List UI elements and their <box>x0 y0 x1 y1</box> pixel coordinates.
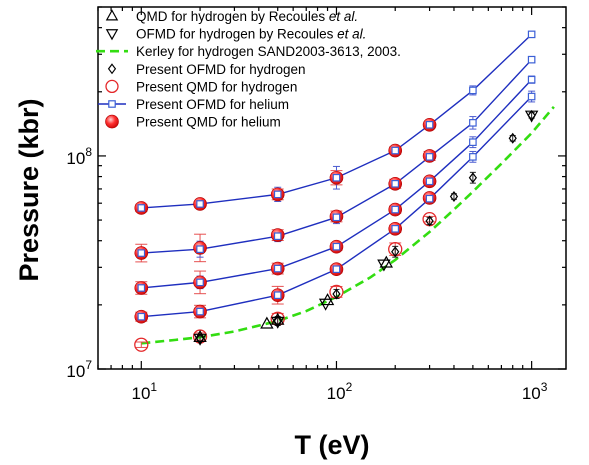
ofmd-helium-point <box>196 278 204 287</box>
ofmd-helium-line <box>141 79 533 289</box>
legend-item-ofmd_h_recoules: OFMD for hydrogen by Recoules et al. <box>105 27 366 42</box>
ofmd-helium-line <box>141 59 533 254</box>
ofmd-hydrogen-recoules-point <box>377 259 391 272</box>
ofmd-helium-point <box>273 190 282 199</box>
ofmd-helium-point <box>137 284 146 292</box>
ofmd-helium-point <box>425 177 434 186</box>
ofmd-helium-point <box>527 92 536 101</box>
helium-isochore-2 <box>134 75 536 295</box>
ofmd-helium-point <box>527 55 536 64</box>
x-tick-label: 101 <box>131 380 157 403</box>
qmd-hydrogen-recoules-point <box>193 329 207 343</box>
ofmd-helium-point <box>332 213 341 222</box>
x-tick-label: 102 <box>327 380 353 403</box>
ofmd-helium-point <box>196 245 204 253</box>
ofmd-helium-point <box>196 307 204 316</box>
ofmd-helium-point <box>425 153 434 161</box>
legend-label: Present QMD for helium <box>136 115 281 130</box>
ofmd-helium-point <box>527 30 536 39</box>
qmd-hydrogen-point <box>134 337 149 352</box>
hydrogen-series <box>134 109 539 352</box>
ofmd-hydrogen-point <box>527 109 536 121</box>
legend-item-qmd_h_recoules: QMD for hydrogen by Recoules et al. <box>105 9 358 24</box>
ofmd-hydrogen-point <box>273 315 282 327</box>
ofmd-hydrogen-point <box>508 132 517 144</box>
helium-isochore-3 <box>134 55 536 263</box>
ofmd-helium-point <box>391 179 400 188</box>
legend-label: QMD for hydrogen by Recoules et al. <box>136 9 358 24</box>
ofmd-helium-point <box>469 153 477 161</box>
legend-item-kerley: Kerley for hydrogen SAND2003-3613, 2003. <box>96 44 401 59</box>
ofmd-hydrogen-recoules-point <box>318 298 333 311</box>
ofmd-helium-point <box>425 194 434 203</box>
axes: 101 102 103 107 108 <box>66 6 566 403</box>
legend-marker <box>108 100 116 108</box>
ofmd-helium-point <box>527 75 536 84</box>
ofmd-helium-point <box>469 138 477 146</box>
data-layer <box>134 30 555 352</box>
legend-marker <box>107 63 117 75</box>
ofmd-hydrogen-point <box>195 333 205 345</box>
y-tick-label: 108 <box>66 145 92 168</box>
ofmd-hydrogen-point <box>468 172 478 184</box>
ofmd-helium-point <box>273 291 282 300</box>
qmd-hydrogen-recoules-point <box>260 316 274 329</box>
ofmd-hydrogen-recoules-point <box>193 333 207 346</box>
legend-label: Present OFMD for helium <box>136 97 289 112</box>
ofmd-helium-point <box>332 265 341 274</box>
ofmd-hydrogen-recoules-point <box>524 110 539 123</box>
ofmd-helium-point <box>469 119 477 127</box>
x-axis-label: T (eV) <box>294 430 369 460</box>
legend: QMD for hydrogen by Recoules et al. OFMD … <box>96 9 401 130</box>
ofmd-helium-line <box>141 96 533 318</box>
legend-label: OFMD for hydrogen by Recoules et al. <box>136 27 366 42</box>
ofmd-helium-point <box>391 146 400 155</box>
ofmd-helium-point <box>137 312 146 321</box>
ofmd-helium-point <box>332 173 341 182</box>
qmd-hydrogen-error <box>135 341 148 348</box>
legend-item-qmd_h: Present QMD for hydrogen <box>105 79 297 94</box>
helium-isochore-1 <box>134 90 536 324</box>
legend-label: Present QMD for hydrogen <box>136 79 297 94</box>
legend-label: Present OFMD for hydrogen <box>136 62 306 77</box>
ofmd-helium-point <box>137 249 146 257</box>
ofmd-hydrogen-point <box>332 288 341 300</box>
ofmd-hydrogen-point <box>391 246 400 258</box>
ofmd-helium-point <box>273 264 282 273</box>
legend-marker <box>105 9 119 21</box>
legend-label: Kerley for hydrogen SAND2003-3613, 2003. <box>136 44 401 59</box>
legend-item-ofmd_h: Present OFMD for hydrogen <box>107 62 306 77</box>
y-tick-label: 107 <box>66 358 92 381</box>
legend-marker <box>105 114 119 129</box>
ofmd-helium-line <box>141 33 533 209</box>
ofmd-helium-point <box>425 120 434 129</box>
ofmd-hydrogen-point <box>449 191 459 203</box>
ofmd-hydrogen-recoules-point <box>270 316 285 329</box>
kerley-curve <box>141 105 555 345</box>
qmd-hydrogen-recoules-point <box>270 312 285 325</box>
plot-frame <box>97 6 567 370</box>
ofmd-helium-point <box>273 232 282 241</box>
legend-item-ofmd_he: Present OFMD for helium <box>98 97 289 112</box>
x-tick-label: 103 <box>522 380 548 403</box>
ofmd-helium-point <box>332 242 341 251</box>
legend-marker <box>105 29 119 41</box>
legend-marker <box>105 79 119 94</box>
y-axis-label: Pressure (kbr) <box>14 98 44 281</box>
legend-item-qmd_he: Present QMD for helium <box>105 114 281 130</box>
ofmd-hydrogen-point <box>425 215 434 227</box>
ofmd-helium-point <box>196 200 204 208</box>
ofmd-helium-point <box>391 224 400 233</box>
ofmd-helium-point <box>391 205 400 214</box>
helium-isochore-4 <box>134 30 536 215</box>
ofmd-helium-point <box>137 204 146 212</box>
ofmd-helium-point <box>469 86 477 95</box>
